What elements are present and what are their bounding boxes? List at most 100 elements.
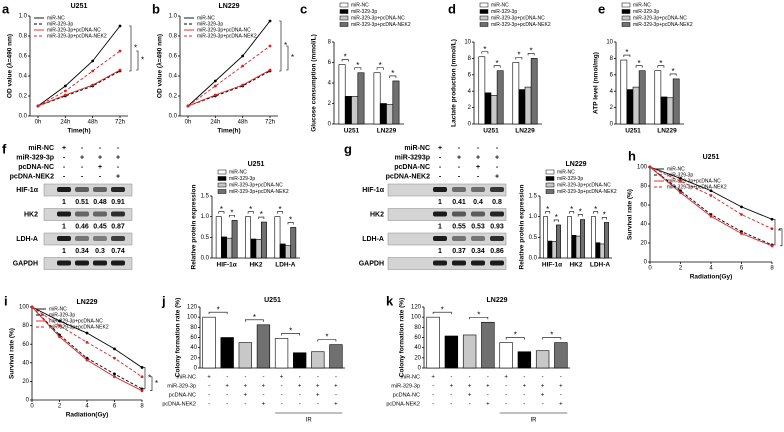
legend-swatch	[339, 22, 349, 27]
x-tick-label: 8	[770, 266, 774, 272]
chart-title: U251	[703, 154, 720, 161]
point	[140, 366, 144, 369]
condition-sign: -	[439, 173, 442, 180]
significance-star: *	[514, 331, 517, 340]
condition-sign: +	[98, 164, 102, 171]
legend-label: miR-NC	[557, 169, 575, 175]
chart-title: LN229	[565, 161, 586, 168]
significance-star: *	[289, 327, 292, 336]
bar	[571, 234, 577, 259]
bar	[351, 96, 359, 125]
band	[452, 211, 466, 217]
y-tick-label: 20	[640, 241, 647, 247]
condition-sign: -	[505, 384, 507, 390]
point	[85, 358, 89, 362]
bar	[220, 337, 234, 369]
condition-sign: -	[432, 393, 434, 399]
point	[36, 104, 40, 108]
condition-sign: +	[116, 173, 120, 180]
condition-sign: -	[458, 164, 461, 171]
bar	[215, 216, 222, 259]
y-tick-label: 20	[190, 355, 197, 361]
band	[57, 211, 71, 217]
y-axis-label: Relative protein expression	[519, 185, 526, 270]
condition-sign: -	[505, 393, 507, 399]
point	[113, 356, 116, 360]
significance-star: *	[477, 310, 480, 319]
significance-bracket	[129, 25, 132, 72]
condition-sign: +	[431, 375, 435, 381]
significance-star: *	[603, 211, 606, 220]
point	[268, 44, 272, 48]
band	[433, 187, 447, 192]
x-tick-label: 2	[58, 404, 62, 410]
significance-bracket	[341, 59, 349, 62]
point	[113, 375, 116, 379]
y-tick-label: 40	[22, 360, 29, 366]
bar	[554, 342, 568, 369]
significance-bracket	[669, 73, 677, 76]
y-tick-label: 1.5	[529, 194, 538, 200]
condition-name: pcDNA-NEK2	[10, 173, 54, 180]
significance-bracket	[279, 20, 282, 72]
y-tick-label: 4	[328, 81, 332, 87]
y-tick-label: 1.5	[201, 194, 210, 200]
x-tick-label: 48h	[238, 120, 248, 126]
bar	[373, 72, 381, 125]
condition-sign: +	[262, 384, 266, 390]
significance-star: *	[141, 56, 144, 65]
y-tick-label: 100	[637, 165, 648, 171]
y-tick-label: 8	[610, 56, 614, 62]
panel-letter: d	[448, 1, 456, 16]
point	[63, 93, 67, 97]
point	[213, 79, 217, 83]
condition-sign: +	[476, 164, 480, 171]
condition-sign: +	[80, 154, 84, 161]
legend-swatch	[339, 15, 349, 21]
significance-bracket	[515, 57, 523, 60]
band-value: 0.8	[492, 199, 502, 206]
condition-sign: -	[81, 145, 84, 152]
significance-bracket	[542, 337, 562, 340]
condition-sign: +	[541, 384, 545, 390]
point	[709, 189, 713, 193]
significance-bracket	[287, 222, 294, 225]
y-tick-label: 1.0	[529, 214, 538, 220]
bar	[626, 89, 634, 125]
condition-sign: +	[98, 154, 102, 161]
legend-label: miR-NC	[49, 306, 67, 312]
x-tick-label: 4	[709, 266, 713, 272]
legend-label: miR-NC	[351, 2, 369, 8]
y-tick-label: 0.6	[19, 54, 28, 60]
significance-bracket	[136, 50, 139, 71]
y-tick-label: 0.5	[201, 235, 210, 241]
point	[113, 372, 116, 376]
y-tick-label: 4	[468, 89, 472, 95]
legend-label: miR-329-3p+pcDNA-NEK2	[667, 184, 727, 190]
condition-sign: +	[457, 154, 461, 161]
y-tick-label: 0.8	[169, 34, 178, 40]
band	[93, 260, 107, 266]
condition-sign: -	[450, 375, 452, 381]
significance-star: *	[155, 379, 158, 388]
condition-sign: -	[335, 375, 337, 381]
panel-letter: h	[628, 148, 636, 163]
condition-sign: -	[63, 164, 66, 171]
condition-sign: -	[469, 375, 471, 381]
significance-bracket	[286, 45, 289, 71]
legend-label: miR-329-3p	[491, 9, 517, 15]
point	[213, 84, 217, 88]
bar	[293, 352, 307, 369]
significance-bracket	[376, 67, 384, 70]
y-axis-label: OD value (λ=490 nm)	[6, 34, 14, 98]
band	[452, 187, 466, 192]
band	[490, 211, 504, 217]
band	[471, 211, 485, 217]
legend-label: miR-NC	[491, 2, 509, 8]
significance-bracket	[577, 214, 583, 217]
significance-star: *	[638, 59, 641, 68]
bar	[221, 236, 227, 259]
band-value: 0.74	[111, 248, 125, 255]
significance-bracket	[229, 215, 235, 218]
condition-sign: -	[496, 164, 499, 171]
